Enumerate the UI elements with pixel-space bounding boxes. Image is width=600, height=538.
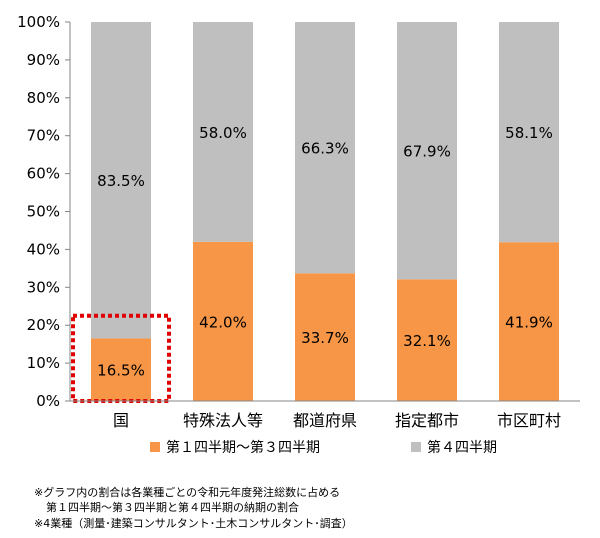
bar-segment-q4	[295, 22, 355, 274]
bar-segment-q1-q3	[499, 242, 559, 401]
data-label: 58.0%	[199, 124, 247, 142]
y-axis: 0% 10% 20% 30% 40% 50% 60% 70% 80% 90% 100%	[17, 13, 71, 410]
y-tick-label: 60%	[27, 165, 60, 183]
data-label: 16.5%	[97, 362, 145, 380]
y-tick-label: 100%	[17, 13, 60, 31]
bar-segment-q4	[397, 22, 457, 280]
data-label: 66.3%	[301, 140, 349, 158]
bar-segment-q4	[499, 22, 559, 243]
data-label: 67.9%	[403, 143, 451, 161]
y-tick-label: 0%	[36, 392, 60, 410]
bar-segment-q4	[193, 22, 253, 242]
y-tick-label: 30%	[27, 278, 60, 296]
data-label: 83.5%	[97, 172, 145, 190]
data-label: 58.1%	[505, 124, 553, 142]
y-tick-label: 80%	[27, 89, 60, 107]
y-tick-label: 10%	[27, 354, 60, 372]
category-label: 国	[113, 411, 129, 430]
bar-segment-q1-q3	[91, 338, 151, 401]
bar-segment-q4	[91, 22, 151, 339]
bar-segment-q1-q3	[397, 279, 457, 401]
y-tick-label: 70%	[27, 127, 60, 145]
footnote-1: ※グラフ内の割合は各業種ごとの令和元年度発注総数に占める	[34, 486, 341, 499]
bars: 16.5% 83.5% 42.0% 58.0% 33.7% 66.3% 32.1% 67.9%…	[71, 22, 559, 404]
legend-label-q4: 第４四半期	[427, 439, 497, 456]
category-label: 市区町村	[497, 411, 561, 430]
category-label: 特殊法人等	[183, 411, 263, 430]
x-axis: 国 特殊法人等 都道府県 指定都市 市区町村	[70, 400, 580, 430]
y-tick-label: 50%	[27, 203, 60, 221]
data-label: 33.7%	[301, 329, 349, 347]
data-label: 41.9%	[505, 314, 553, 332]
footnote-3: ※4業種（測量･建築コンサルタント･土木コンサルタント･調査）	[34, 517, 353, 530]
bar-segment-q1-q3	[193, 241, 253, 401]
legend-swatch-q1-q3	[150, 442, 160, 452]
data-label: 32.1%	[403, 332, 451, 350]
bar-segment-q1-q3	[295, 273, 355, 401]
category-label: 指定都市	[395, 411, 459, 430]
category-label: 都道府県	[293, 411, 357, 430]
legend-swatch-q4	[411, 442, 421, 452]
y-tick-label: 90%	[27, 51, 60, 69]
y-tick-label: 20%	[27, 316, 60, 334]
y-tick-label: 40%	[27, 240, 60, 258]
data-label: 42.0%	[199, 313, 247, 331]
legend: 第１四半期～第３四半期 第４四半期	[150, 439, 497, 456]
legend-label-q1-q3: 第１四半期～第３四半期	[166, 439, 320, 456]
footnote-2: 第１四半期～第３四半期と第４四半期の納期の割合	[46, 501, 299, 514]
